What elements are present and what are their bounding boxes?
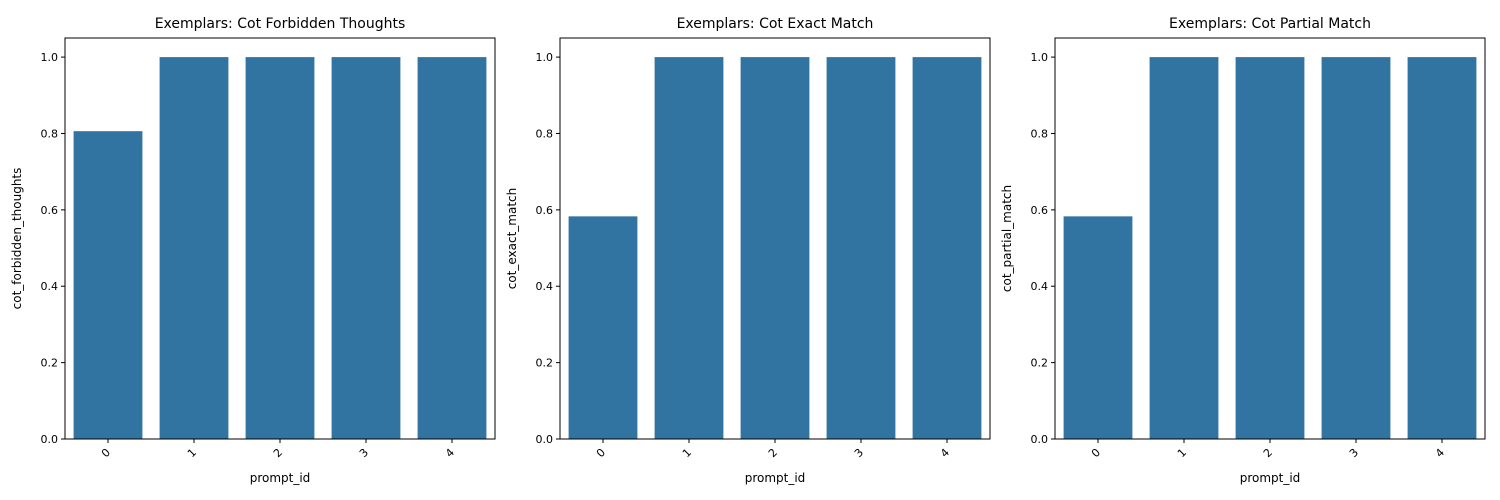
x-axis-label: prompt_id [745, 471, 806, 485]
y-tick-label: 0.0 [41, 433, 59, 446]
x-tick-label: 3 [852, 446, 866, 460]
bar-2 [245, 57, 315, 439]
y-tick-label: 0.2 [41, 357, 59, 370]
chart-title: Exemplars: Cot Partial Match [1169, 16, 1371, 32]
bar-3 [331, 57, 401, 439]
x-tick-label: 4 [443, 446, 457, 460]
bar-3 [826, 57, 896, 439]
y-tick-label: 0.6 [1031, 204, 1049, 217]
chart-panel-1: 0.0 0.2 0.4 0.6 0.8 1.0 0 1 2 3 4 Exemplars: Cot Ex… [505, 16, 991, 485]
y-axis-label: cot_partial_match [1000, 185, 1014, 292]
bar-2 [740, 57, 810, 439]
y-tick-label: 0.2 [1031, 357, 1049, 370]
x-tick-label: 1 [680, 446, 694, 460]
bar-1 [654, 57, 724, 439]
x-tick-label: 2 [271, 446, 285, 460]
x-axis-label: prompt_id [250, 471, 311, 485]
bar-0 [1063, 216, 1133, 439]
y-tick-label: 0.0 [536, 433, 554, 446]
y-tick-label: 0.4 [536, 280, 554, 293]
x-tick-label: 2 [766, 446, 780, 460]
y-tick-label: 0.8 [536, 127, 554, 140]
y-tick-label: 0.2 [536, 357, 554, 370]
chart-title: Exemplars: Cot Exact Match [677, 16, 874, 32]
chart-panel-2: 0.0 0.2 0.4 0.6 0.8 1.0 0 1 2 3 4 Exemplars: Cot Pa… [1000, 16, 1486, 485]
y-tick-label: 0.0 [1031, 433, 1049, 446]
x-tick-label: 0 [1089, 446, 1103, 460]
x-tick-label: 3 [357, 446, 371, 460]
bar-0 [568, 216, 638, 439]
y-tick-label: 0.4 [1031, 280, 1049, 293]
bar-0 [73, 131, 143, 439]
x-tick-label: 0 [594, 446, 608, 460]
y-axis-label: cot_exact_match [505, 188, 519, 290]
x-axis-label: prompt_id [1240, 471, 1301, 485]
y-tick-label: 0.8 [1031, 127, 1049, 140]
y-tick-label: 1.0 [1031, 51, 1049, 64]
x-tick-label: 4 [938, 446, 952, 460]
y-tick-label: 0.8 [41, 127, 59, 140]
bar-3 [1321, 57, 1391, 439]
chart-panel-0: 0.0 0.2 0.4 0.6 0.8 1.0 0 1 2 3 4 Exemplars: Cot Fo… [10, 16, 496, 485]
x-tick-label: 2 [1261, 446, 1275, 460]
x-tick-label: 1 [1175, 446, 1189, 460]
y-tick-label: 0.6 [41, 204, 59, 217]
bar-4 [417, 57, 487, 439]
y-tick-label: 0.4 [41, 280, 59, 293]
y-tick-label: 1.0 [41, 51, 59, 64]
x-tick-label: 3 [1347, 446, 1361, 460]
x-tick-label: 0 [99, 446, 113, 460]
x-tick-label: 4 [1433, 446, 1447, 460]
bar-2 [1235, 57, 1305, 439]
chart-title: Exemplars: Cot Forbidden Thoughts [155, 16, 406, 32]
bar-1 [1149, 57, 1219, 439]
y-tick-label: 0.6 [536, 204, 554, 217]
y-axis-label: cot_forbidden_thoughts [10, 168, 24, 310]
y-tick-label: 1.0 [536, 51, 554, 64]
bar-1 [159, 57, 229, 439]
bar-4 [1407, 57, 1477, 439]
bar-4 [912, 57, 982, 439]
x-tick-label: 1 [185, 446, 199, 460]
